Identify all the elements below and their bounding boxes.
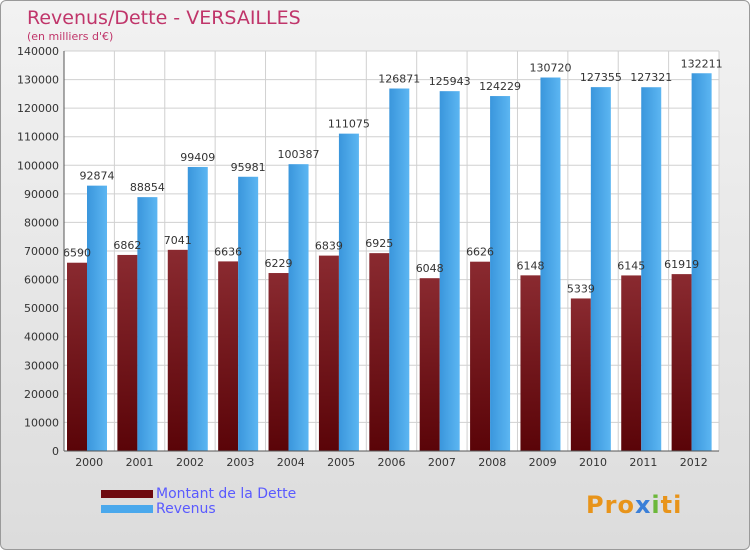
bar-revenue-2005: [338, 133, 359, 451]
x-tick-label: 2006: [378, 456, 406, 469]
legend-swatch-revenue: [101, 505, 153, 513]
bar-debt-2007: [419, 278, 440, 451]
x-tick-label: 2005: [327, 456, 355, 469]
bar-debt-2003: [218, 261, 239, 451]
data-label-debt-2000: 6590: [63, 247, 91, 260]
x-tick-label: 2012: [680, 456, 708, 469]
data-label-revenue-2002: 99409: [180, 151, 215, 164]
data-label-debt-2001: 6862: [113, 239, 141, 252]
bar-revenue-2011: [641, 87, 662, 452]
x-tick-label: 2000: [75, 456, 103, 469]
data-label-debt-2005: 6839: [315, 240, 343, 253]
legend-swatch-debt: [101, 490, 153, 498]
bar-revenue-2000: [87, 185, 107, 451]
logo-letter: i: [673, 491, 683, 519]
y-tick-label: 0: [52, 445, 59, 458]
logo-letter: r: [604, 491, 618, 519]
data-label-debt-2009: 6148: [516, 259, 544, 272]
data-label-debt-2004: 6229: [265, 257, 293, 270]
data-label-revenue-2001: 88854: [130, 181, 165, 194]
data-label-debt-2010: 5339: [567, 282, 595, 295]
x-tick-label: 2010: [579, 456, 607, 469]
x-tick-label: 2002: [176, 456, 204, 469]
y-tick-label: 40000: [24, 331, 59, 344]
y-tick-label: 80000: [24, 216, 59, 229]
x-tick-label: 2009: [529, 456, 557, 469]
y-tick-label: 120000: [17, 102, 59, 115]
y-tick-label: 90000: [24, 188, 59, 201]
data-label-revenue-2008: 124229: [479, 80, 521, 93]
data-label-revenue-2005: 111075: [328, 118, 370, 131]
data-label-revenue-2006: 126871: [378, 73, 420, 86]
logo-letter: x: [634, 491, 652, 519]
bar-revenue-2010: [590, 87, 611, 451]
bar-debt-2006: [369, 253, 390, 451]
bar-revenue-2009: [540, 77, 561, 451]
x-tick-label: 2001: [126, 456, 154, 469]
y-tick-label: 110000: [17, 131, 59, 144]
data-label-debt-2006: 6925: [365, 237, 393, 250]
proxiti-logo: Proxiti: [586, 491, 682, 519]
y-tick-label: 30000: [24, 359, 59, 372]
logo-letter: i: [651, 491, 661, 519]
y-tick-label: 100000: [17, 159, 59, 172]
data-label-revenue-2009: 130720: [529, 62, 571, 75]
bar-debt-2011: [621, 275, 642, 451]
bar-revenue-2007: [439, 91, 460, 452]
data-label-debt-2003: 6636: [214, 245, 242, 258]
data-label-revenue-2007: 125943: [429, 75, 471, 88]
logo-letter: t: [660, 491, 674, 519]
logo-letter: P: [586, 491, 605, 519]
y-tick-label: 70000: [24, 245, 59, 258]
bar-debt-2009: [520, 275, 541, 451]
x-tick-label: 2011: [629, 456, 657, 469]
bar-revenue-2012: [691, 73, 712, 452]
legend-label-debt: Montant de la Dette: [156, 486, 297, 502]
data-label-revenue-2004: 100387: [278, 148, 320, 161]
data-label-debt-2007: 6048: [416, 262, 444, 275]
bar-debt-2008: [470, 261, 491, 451]
chart-subtitle: (en milliers d'€): [27, 30, 114, 43]
chart-title: Revenus/Dette - VERSAILLES: [27, 7, 301, 29]
x-tick-label: 2008: [478, 456, 506, 469]
y-tick-label: 10000: [24, 416, 59, 429]
y-tick-label: 20000: [24, 388, 59, 401]
bar-debt-2012: [671, 274, 692, 451]
y-tick-label: 130000: [17, 74, 59, 87]
data-label-revenue-2011: 127321: [630, 71, 672, 84]
axes: 0 10000 20000 30000 40000 50000 60000 70000 8000…: [17, 45, 719, 469]
x-tick-label: 2004: [277, 456, 305, 469]
bar-revenue-2004: [288, 164, 309, 451]
bar-debt-2001: [117, 254, 138, 451]
bar-debt-2010: [570, 298, 591, 451]
logo-letter: o: [617, 491, 635, 519]
bars: [67, 73, 712, 452]
bar-debt-2000: [67, 262, 87, 451]
data-label-debt-2002: 7041: [164, 234, 192, 247]
x-tick-label: 2003: [226, 456, 254, 469]
x-tick-label: 2007: [428, 456, 456, 469]
bar-revenue-2003: [238, 176, 259, 452]
bar-revenue-2008: [490, 96, 511, 451]
y-tick-label: 60000: [24, 274, 59, 287]
y-tick-label: 50000: [24, 302, 59, 315]
y-tick-label: 140000: [17, 45, 59, 58]
data-label-revenue-2003: 95981: [231, 161, 266, 174]
data-labels: 6590 92874 6862 88854 7041 99409 6636 95981 6229…: [63, 57, 723, 295]
data-label-revenue-2000: 92874: [80, 170, 115, 183]
bar-debt-2005: [318, 255, 339, 451]
bar-debt-2004: [268, 273, 289, 451]
data-label-debt-2011: 6145: [617, 259, 645, 272]
bar-revenue-2002: [187, 166, 208, 451]
data-label-debt-2012: 61919: [664, 258, 699, 271]
data-label-debt-2008: 6626: [466, 246, 494, 259]
data-label-revenue-2010: 127355: [580, 71, 622, 84]
bar-debt-2002: [167, 249, 188, 451]
legend-label-revenue: Revenus: [156, 501, 216, 517]
data-label-revenue-2012: 132211: [681, 57, 723, 70]
bar-revenue-2001: [137, 197, 158, 451]
bar-revenue-2006: [389, 88, 410, 452]
